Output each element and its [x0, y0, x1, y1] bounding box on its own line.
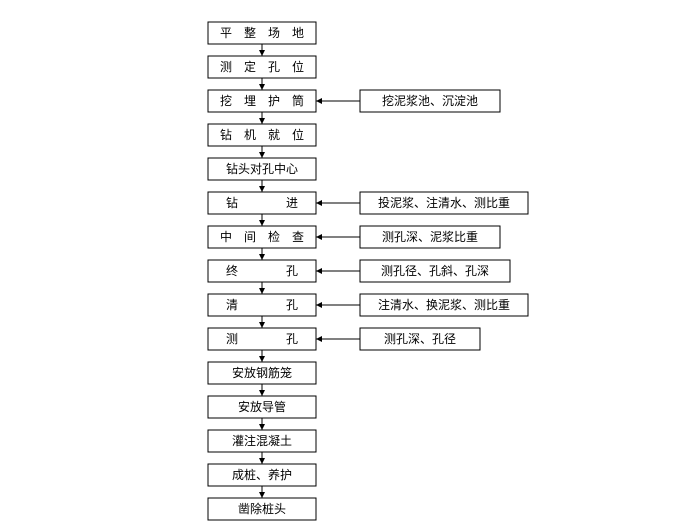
- main-node-label-n5: 钻 进: [226, 195, 298, 210]
- side-node-label-3: 测孔径、孔斜、孔深: [381, 264, 489, 278]
- flowchart-canvas: 平 整 场 地测 定 孔 位挖 埋 护 筒钻 机 就 位钻头对孔中心钻 进中 间…: [0, 0, 689, 527]
- main-node-label-n2: 挖 埋 护 筒: [220, 93, 304, 108]
- main-node-label-n4: 钻头对孔中心: [226, 161, 298, 176]
- side-node-label-4: 注清水、换泥浆、测比重: [378, 297, 510, 312]
- main-node-label-n9: 测 孔: [226, 332, 298, 346]
- main-node-label-n14: 凿除桩头: [238, 501, 286, 516]
- main-node-label-n12: 灌注混凝土: [232, 433, 292, 448]
- main-node-label-n10: 安放钢筋笼: [232, 365, 292, 380]
- side-node-label-5: 测孔深、孔径: [384, 332, 456, 346]
- main-node-label-n13: 成桩、养护: [232, 467, 292, 482]
- main-node-label-n8: 清 孔: [226, 298, 298, 312]
- main-node-label-n11: 安放导管: [238, 399, 286, 414]
- side-node-label-1: 投泥浆、注清水、测比重: [378, 195, 510, 210]
- side-node-label-2: 测孔深、泥浆比重: [382, 229, 478, 244]
- main-node-label-n7: 终 孔: [226, 263, 298, 278]
- main-node-label-n1: 测 定 孔 位: [220, 59, 304, 74]
- main-node-label-n6: 中 间 检 查: [220, 229, 304, 244]
- side-node-label-0: 挖泥浆池、沉淀池: [382, 93, 478, 108]
- main-node-label-n0: 平 整 场 地: [220, 25, 304, 40]
- main-node-label-n3: 钻 机 就 位: [220, 127, 304, 142]
